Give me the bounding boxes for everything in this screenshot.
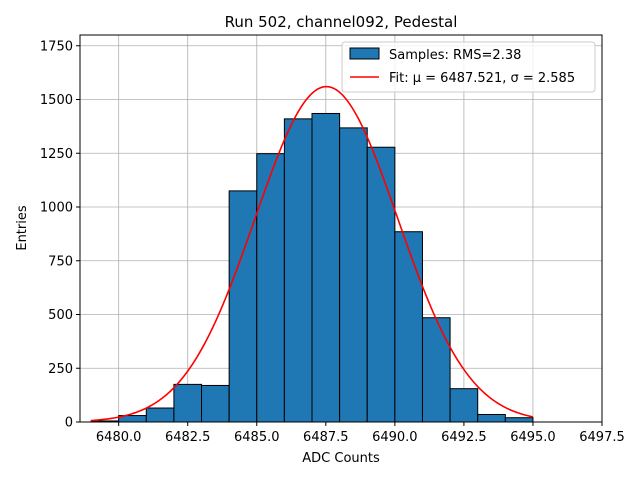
x-tick-label-4: 6490.0 — [372, 430, 418, 445]
y-tick-label-4: 1000 — [40, 201, 73, 216]
x-tick-label-5: 6492.5 — [441, 430, 487, 445]
histogram-bar-11 — [394, 231, 423, 423]
histogram-bar-10 — [366, 146, 396, 423]
histogram-bar-15 — [504, 417, 534, 423]
y-tick-label-3: 750 — [48, 254, 73, 269]
y-tick-label-2: 500 — [48, 308, 73, 323]
y-axis-label: Entries — [15, 205, 30, 251]
x-tick-label-0: 6480.0 — [96, 430, 142, 445]
histogram-bar-9 — [339, 127, 368, 423]
legend-label-samples: Samples: RMS=2.38 — [389, 48, 521, 63]
x-tick-label-7: 6497.5 — [579, 430, 625, 445]
x-axis-label: ADC Counts — [302, 451, 380, 466]
legend: Samples: RMS=2.38 Fit: μ = 6487.521, σ =… — [341, 41, 596, 93]
y-axis-ticks: 0 250 500 750 1000 1250 1500 1750 — [40, 39, 80, 431]
histogram-bar-7 — [283, 118, 313, 423]
x-axis-ticks: 6480.0 6482.5 6485.0 6487.5 6490.0 6492.5 6495… — [96, 422, 625, 445]
x-tick-label-1: 6482.5 — [165, 430, 211, 445]
y-tick-label-6: 1500 — [40, 93, 73, 108]
histogram-bar-12 — [421, 317, 451, 423]
fit-curve-group — [90, 85, 534, 422]
legend-label-fit: Fit: μ = 6487.521, σ = 2.585 — [389, 71, 575, 86]
y-tick-label-1: 250 — [48, 362, 73, 377]
y-tick-label-7: 1750 — [40, 39, 73, 54]
histogram-bar-14 — [477, 413, 506, 423]
histogram-bars — [90, 112, 534, 423]
x-tick-label-2: 6485.0 — [234, 430, 280, 445]
histogram-bar-3 — [173, 383, 203, 423]
histogram-bar-4 — [201, 384, 230, 423]
legend-patch-samples — [349, 47, 380, 60]
chart-title: Run 502, channel092, Pedestal — [225, 13, 458, 31]
plot-frame — [79, 34, 603, 423]
fit-curve — [90, 85, 534, 422]
histogram-bar-2 — [145, 407, 175, 423]
legend-box — [341, 41, 596, 93]
x-tick-label-6: 6495.0 — [510, 430, 556, 445]
y-tick-label-5: 1250 — [40, 147, 73, 162]
y-tick-label-0: 0 — [65, 416, 73, 431]
histogram-bar-8 — [311, 112, 341, 423]
histogram-bar-13 — [449, 388, 479, 423]
histogram-bar-6 — [256, 153, 285, 423]
x-tick-label-3: 6487.5 — [303, 430, 349, 445]
